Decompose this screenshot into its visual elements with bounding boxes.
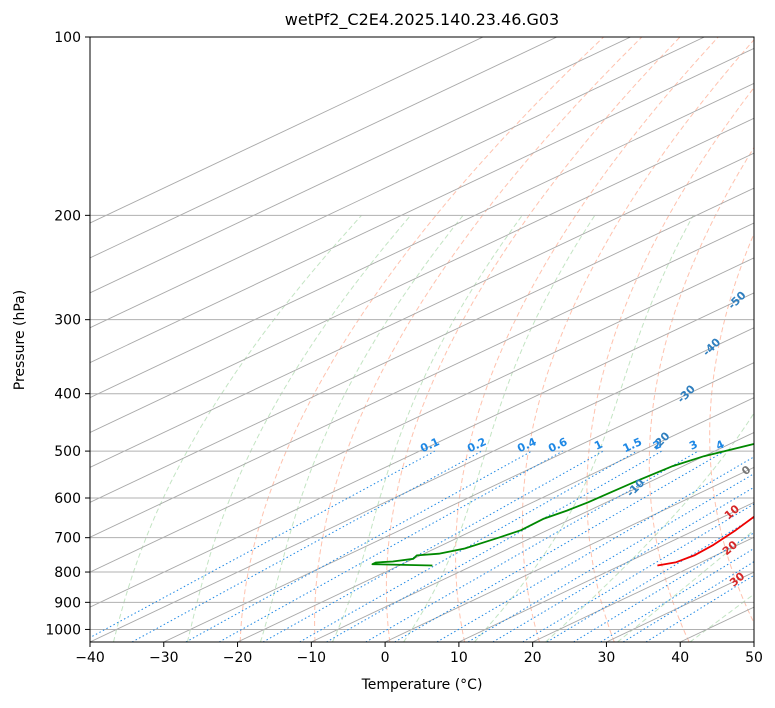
dewpoint-profile [371,443,754,567]
isotherm [90,257,754,573]
moist-adiabat [403,215,596,642]
isotherm [90,117,754,434]
y-tick-label: 700 [54,531,81,547]
x-axis-label: Temperature (°C) [361,677,483,693]
dry-adiabat [385,37,681,642]
moist-adiabat [113,214,362,642]
moist-adiabat [474,215,694,642]
moist-adiabat [617,529,754,642]
isotherm-label: -50 [725,288,748,311]
mixing-ratio-line [299,450,638,642]
mixing-ratio-line [90,450,436,639]
isotherm-label: -30 [675,382,698,405]
isotherm [384,466,754,642]
wet-bulb-label: 10 [722,502,742,522]
x-tick-label: 20 [524,650,542,666]
temperature-profile [657,515,754,567]
isotherm [90,37,484,224]
isotherm-label: -10 [624,476,647,499]
dry-adiabat [648,146,754,642]
y-tick-label: 500 [54,444,81,460]
mixing-ratio-line [365,450,699,642]
mixing-ratio-line [185,450,533,642]
x-tick-label: −40 [75,650,105,666]
isotherm [90,37,705,329]
mixing-ratio-line [326,450,663,642]
dry-adiabat [314,37,643,642]
plot-frame [89,36,755,643]
mixing-ratio-label: 0.1 [418,435,441,455]
isotherm [90,327,754,642]
x-tick-label: −20 [223,650,253,666]
dry-adiabat [239,37,604,642]
mixing-ratio-label: 0.6 [546,435,569,455]
mixing-ratio-line [394,450,726,642]
mixing-ratio-line [262,450,604,642]
x-tick-label: −30 [149,650,179,666]
x-tick-label: −10 [297,650,327,666]
x-tick-label: 0 [381,650,390,666]
mixing-ratio-line [467,473,754,642]
isotherm [90,152,754,468]
y-tick-label: 200 [54,208,81,224]
chart-title: wetPf2_C2E4.2025.140.23.46.G03 [284,10,560,29]
mixing-ratio-line [573,532,754,642]
y-tick-label: 600 [54,491,81,507]
mixing-ratio-label: 0.2 [465,435,488,455]
mixing-ratio-line [546,517,754,642]
dry-adiabat [455,37,719,642]
mixing-ratio-line [218,450,563,642]
moist-adiabat [259,214,464,642]
dry-adiabat [768,37,775,642]
mixing-ratio-line [645,574,754,642]
isotherm [90,222,754,538]
x-tick-label: 50 [745,650,763,666]
y-tick-label: 800 [54,565,81,581]
mixing-ratio-label: 1.5 [621,435,644,455]
y-tick-label: 900 [54,595,81,611]
mixing-ratio-line [600,547,754,642]
isotherm [311,432,754,642]
dry-adiabat [521,39,754,642]
dry-adiabat [586,86,754,642]
isotherm [90,187,754,503]
dry-adiabat [709,232,754,624]
y-tick-label: 400 [54,387,81,403]
x-tick-label: 30 [598,650,616,666]
y-tick-label: 1000 [45,622,81,638]
isotherm [532,536,754,642]
mixing-ratio-line [622,561,754,642]
mixing-ratio-label: 3 [687,438,699,453]
mixing-ratio-label: 1 [592,438,604,453]
background-lines [90,37,775,642]
isotherm [753,641,754,642]
moist-adiabat [186,214,412,642]
isotherm [90,82,754,399]
wet-bulb-label: 20 [720,538,740,558]
y-axis-label: Pressure (hPa) [12,289,28,391]
y-tick-label: 100 [54,30,81,46]
x-tick-label: 10 [450,650,468,666]
isotherm [90,37,557,259]
line-labels: -50-40-30-20-100.1 0.2 0.4 0.6 1 1.5 2 3 4010203… [418,288,753,589]
isotherm [90,47,754,364]
y-tick-label: 300 [54,313,81,329]
isotherm [606,571,754,642]
isotherm [90,292,754,608]
mixing-ratio-line [436,456,754,642]
x-tick-label: 40 [671,650,689,666]
isotherm [163,362,754,642]
isotherm [90,37,631,294]
isotherm [458,501,754,642]
isotherm [237,397,754,642]
moist-adiabat [331,215,523,642]
mixing-ratio-label: 0.4 [515,435,538,455]
